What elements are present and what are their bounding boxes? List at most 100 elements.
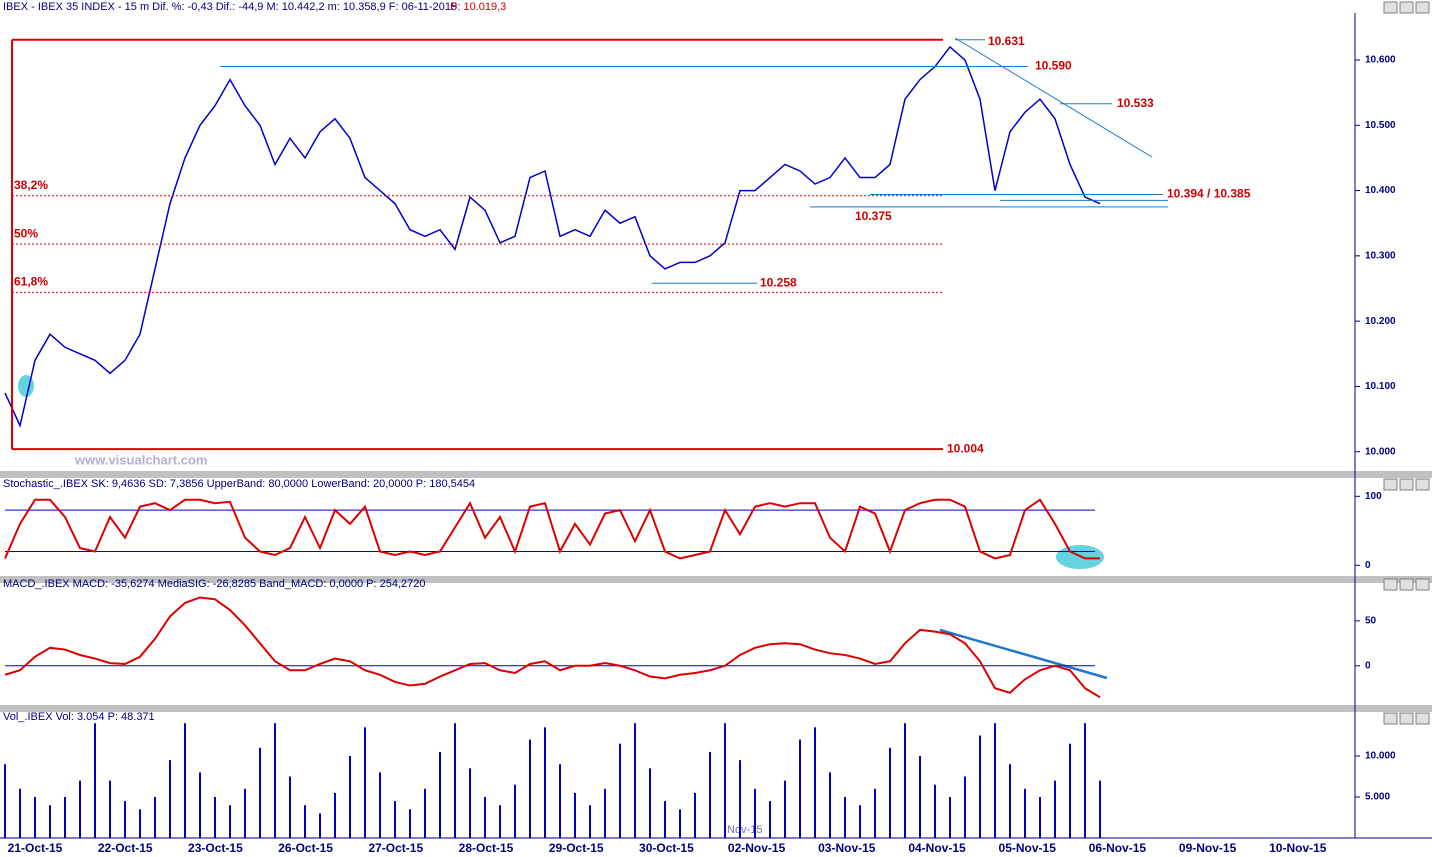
x-tick-label: 22-Oct-15: [98, 841, 153, 855]
x-tick-label: 21-Oct-15: [8, 841, 63, 855]
bar: [154, 797, 156, 838]
button[interactable]: [1399, 1, 1414, 14]
level-label: 10.590: [1035, 59, 1072, 73]
bar: [919, 756, 921, 838]
x-tick-label: 23-Oct-15: [188, 841, 243, 855]
x-tick-label: 27-Oct-15: [368, 841, 423, 855]
x-tick-label: 04-Nov-15: [908, 841, 966, 855]
x-tick-label: 03-Nov-15: [818, 841, 876, 855]
bar: [649, 768, 651, 838]
y-tick-label: 10.500: [1365, 120, 1396, 131]
y-tick-label: 10.600: [1365, 55, 1396, 66]
bar: [499, 805, 501, 838]
x-tick-label: 26-Oct-15: [278, 841, 333, 855]
bar: [949, 797, 951, 838]
x-tick-label: 06-Nov-15: [1089, 841, 1147, 855]
bar: [874, 788, 876, 838]
y-tick-label: 10.200: [1365, 316, 1396, 327]
level-label: 10.004: [947, 441, 984, 455]
bar: [214, 797, 216, 838]
bar: [4, 764, 6, 838]
x-tick-label: 02-Nov-15: [728, 841, 786, 855]
bar: [799, 739, 801, 838]
bar: [544, 727, 546, 838]
bar: [124, 801, 126, 838]
button[interactable]: [1399, 578, 1414, 591]
bar: [769, 801, 771, 838]
bar: [1099, 780, 1101, 838]
button[interactable]: [1399, 478, 1414, 491]
bar: [379, 772, 381, 838]
bar: [1054, 780, 1056, 838]
bar: [334, 792, 336, 838]
y-tick-label: 10.400: [1365, 185, 1396, 196]
bar: [604, 788, 606, 838]
level-label: 10.258: [760, 275, 797, 289]
bar: [394, 801, 396, 838]
bar: [559, 764, 561, 838]
bar: [979, 735, 981, 838]
bar: [424, 788, 426, 838]
bar: [79, 780, 81, 838]
x-tick-label: 28-Oct-15: [459, 841, 514, 855]
bar: [64, 797, 66, 838]
watermark: www.visualchart.com: [74, 452, 207, 467]
x-tick-label: 29-Oct-15: [549, 841, 604, 855]
bar: [904, 723, 906, 838]
bar: [574, 792, 576, 838]
bar: [739, 760, 741, 838]
fib-label: 38,2%: [14, 178, 48, 192]
level-label: 10.631: [988, 34, 1025, 48]
fib-label: 50%: [14, 226, 38, 240]
month-label: Nov-15: [727, 824, 762, 836]
button[interactable]: [1415, 478, 1430, 491]
y-tick-label: 100: [1365, 491, 1382, 502]
bar: [289, 776, 291, 838]
chart-title: IBEX - IBEX 35 INDEX - 15 m Dif. %: -0,4…: [3, 1, 457, 13]
button[interactable]: [1399, 712, 1414, 725]
level-label: 10.375: [855, 209, 892, 223]
series-line: [4, 498, 1100, 560]
bar: [94, 723, 96, 838]
x-tick-label: 09-Nov-15: [1179, 841, 1237, 855]
level-label: 10.533: [1117, 96, 1154, 110]
separator: [0, 471, 1432, 478]
bar: [1069, 743, 1071, 838]
button[interactable]: [1383, 1, 1398, 14]
y-tick-label: 0: [1365, 560, 1371, 571]
bar: [784, 780, 786, 838]
title-price: P: 10.019,3: [450, 1, 506, 13]
bar: [409, 809, 411, 838]
bar: [19, 788, 21, 838]
bar: [139, 809, 141, 838]
bar: [259, 747, 261, 838]
bar: [1039, 797, 1041, 838]
panel-separators: [0, 13, 1432, 839]
bar: [244, 788, 246, 838]
bar: [1084, 723, 1086, 838]
bar: [589, 805, 591, 838]
bar: [709, 751, 711, 838]
series-line: [4, 45, 1101, 428]
bar: [934, 784, 936, 838]
bar: [439, 751, 441, 838]
bar: [619, 743, 621, 838]
bar: [1024, 788, 1026, 838]
bar: [109, 780, 111, 838]
bar: [469, 768, 471, 838]
button[interactable]: [1383, 578, 1398, 591]
separator: [0, 705, 1432, 712]
button[interactable]: [1383, 712, 1398, 725]
button[interactable]: [1415, 1, 1430, 14]
bar: [349, 756, 351, 838]
bar: [859, 805, 861, 838]
button[interactable]: [1415, 712, 1430, 725]
button[interactable]: [1383, 478, 1398, 491]
panel-title: Vol_.IBEX Vol: 3.054 P: 48.371: [3, 711, 155, 723]
bar: [724, 723, 726, 838]
bar: [664, 801, 666, 838]
y-tick-label: 10.100: [1365, 381, 1396, 392]
button[interactable]: [1415, 578, 1430, 591]
